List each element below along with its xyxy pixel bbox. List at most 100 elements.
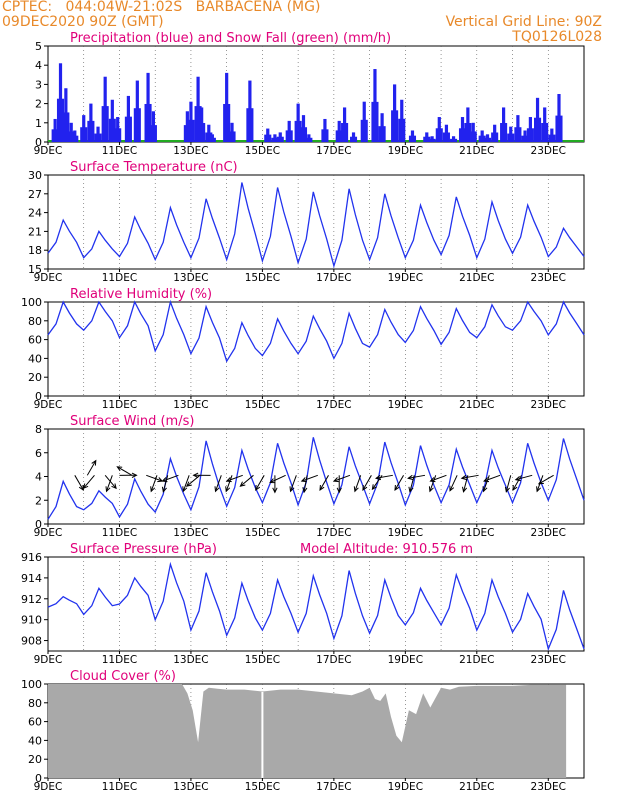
y-tick-label: 100 xyxy=(21,678,42,691)
precip-bar xyxy=(200,107,204,142)
precip-bar xyxy=(464,122,468,142)
y-tick-label: 40 xyxy=(28,734,42,747)
x-tick-label: 15DEC xyxy=(245,527,280,539)
x-tick-label: 21DEC xyxy=(459,399,494,411)
plot-frame xyxy=(47,174,585,270)
precip-bar xyxy=(509,126,513,142)
x-tick-label: 19DEC xyxy=(388,399,423,411)
precip-bar xyxy=(552,134,556,142)
precip-bar xyxy=(528,117,532,142)
data-line xyxy=(47,437,585,520)
wind-arrow-head xyxy=(105,486,111,493)
wind-arrow xyxy=(104,474,117,489)
precip-bar xyxy=(557,94,561,142)
panel-title: Surface Pressure (hPa) xyxy=(70,542,217,557)
precip-bar xyxy=(393,84,397,142)
x-tick-label: 11DEC xyxy=(102,781,137,793)
wind-arrow-head xyxy=(374,474,382,481)
precip-bar xyxy=(440,128,443,142)
wind-arrow-head xyxy=(225,477,232,483)
wind-arrow-head xyxy=(428,486,434,493)
data-line xyxy=(47,561,585,651)
x-tick-label: 11DEC xyxy=(102,527,137,539)
precip-bar xyxy=(268,134,272,142)
y-tick-label: 908 xyxy=(21,635,42,648)
wind-arrow xyxy=(303,475,308,493)
wind-arrow xyxy=(463,475,469,492)
wind-arrow-head xyxy=(255,484,261,492)
x-tick-label: 17DEC xyxy=(316,781,351,793)
precip-bar xyxy=(511,133,515,142)
x-tick-label: 19DEC xyxy=(388,272,423,284)
precip-bar xyxy=(273,134,277,142)
wind-arrow xyxy=(429,475,437,492)
precip-bar xyxy=(110,99,114,142)
precip-bar xyxy=(108,118,112,142)
precip-bar xyxy=(208,137,212,142)
wind-arrow-head xyxy=(462,486,468,493)
wind-arrow-head xyxy=(192,472,199,478)
x-tick-label: 19DEC xyxy=(388,527,423,539)
wind-arrow xyxy=(146,474,163,482)
precip-bar xyxy=(154,125,157,142)
y-tick-label: 100 xyxy=(21,296,42,309)
wind-arrow-head xyxy=(407,474,414,481)
wind-arrow-head xyxy=(111,483,117,490)
panel-2: 9DEC 11DEC 13DEC 15DEC 17DEC 19DEC 21DEC 23DEC 1… xyxy=(28,160,585,284)
precip-bar xyxy=(402,118,406,142)
wind-arrow-head xyxy=(319,484,325,492)
panel-4: 9DEC 11DEC 13DEC 15DEC 17DEC 19DEC 21DEC 23DEC 0… xyxy=(34,414,585,539)
precip-bar xyxy=(194,106,198,142)
precip-bar xyxy=(304,127,308,142)
precip-bar xyxy=(205,132,209,142)
wind-arrow xyxy=(483,475,490,492)
y-tick-label: 4 xyxy=(35,59,42,72)
precip-bar xyxy=(435,128,439,142)
precip-bar xyxy=(228,131,232,142)
wind-arrow-head xyxy=(429,477,436,483)
wind-arrow xyxy=(240,474,254,487)
wind-arrow-head xyxy=(394,484,400,491)
precip-bar xyxy=(543,107,547,142)
wind-arrow-head xyxy=(512,484,518,491)
x-tick-label: 17DEC xyxy=(316,654,351,666)
forecast-init-time: 09DEC2020 90Z (GMT) xyxy=(2,14,164,30)
x-tick-label: 15DEC xyxy=(245,272,280,284)
panel-title: Precipitation (blue) and Snow Fall (gree… xyxy=(70,31,391,46)
precip-bar xyxy=(289,130,293,142)
precip-bar xyxy=(531,128,534,142)
precip-bar xyxy=(287,120,291,142)
precip-bar xyxy=(398,118,402,142)
precip-bar xyxy=(447,132,450,142)
x-tick-label: 11DEC xyxy=(102,399,137,411)
wind-arrow xyxy=(83,474,95,489)
precip-bar xyxy=(373,69,377,142)
precip-bar xyxy=(466,107,470,142)
x-tick-label: 17DEC xyxy=(316,145,351,157)
wind-arrow xyxy=(376,474,393,479)
x-tick-label: 9DEC xyxy=(34,781,63,793)
precip-bar xyxy=(471,122,475,142)
wind-arrow xyxy=(226,474,243,482)
wind-arrow xyxy=(362,475,372,491)
wind-arrow-head xyxy=(116,466,123,472)
wind-arrow xyxy=(512,475,522,491)
wind-arrow-head xyxy=(91,459,97,466)
y-tick-label: 21 xyxy=(28,225,42,238)
wind-arrow xyxy=(182,475,190,492)
x-tick-label: 13DEC xyxy=(173,527,208,539)
precip-bar xyxy=(325,129,329,142)
y-tick-label: 0 xyxy=(35,136,42,149)
wind-arrow xyxy=(394,475,404,491)
precip-bar xyxy=(189,101,193,142)
y-tick-label: 30 xyxy=(28,169,42,182)
precip-bar xyxy=(473,131,477,142)
y-tick-label: 0 xyxy=(35,772,42,785)
panel-3: 9DEC 11DEC 13DEC 15DEC 17DEC 19DEC 21DEC 23DEC 0… xyxy=(21,287,585,411)
precip-bar xyxy=(364,119,368,142)
wind-arrow-head xyxy=(371,484,377,491)
precip-bar xyxy=(514,127,518,142)
precip-bar xyxy=(460,117,465,142)
wind-arrow-head xyxy=(460,474,467,481)
wind-arrow xyxy=(150,475,158,492)
